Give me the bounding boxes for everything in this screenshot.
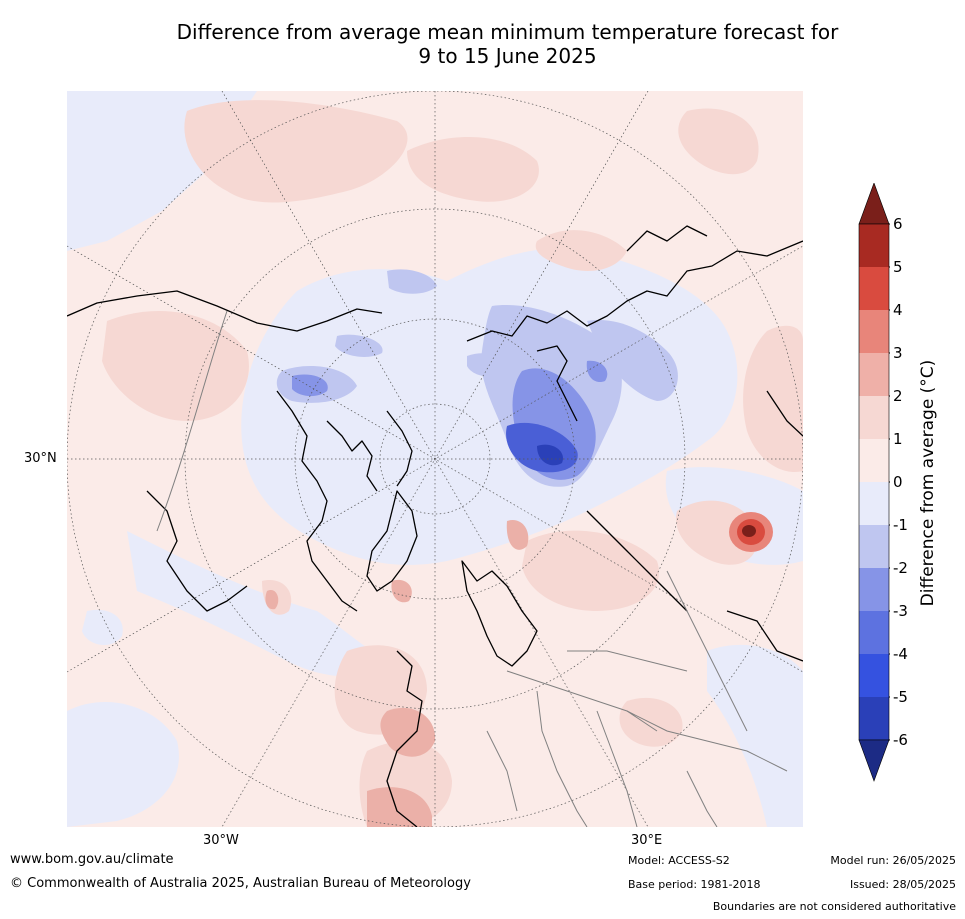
- boundaries-disclaimer: Boundaries are not considered authoritat…: [712, 900, 956, 913]
- title-line-2: 9 to 15 June 2025: [418, 44, 597, 68]
- colorbar-bin: [859, 482, 889, 525]
- colorbar-tick-label: 0: [893, 473, 903, 491]
- lon-label-30e: 30°E: [631, 833, 663, 848]
- coldest-anomaly-areas: [506, 422, 578, 473]
- map-svg: [67, 91, 803, 827]
- colorbar-bin: [859, 353, 889, 396]
- lat-label-30n: 30°N: [24, 451, 57, 466]
- colorbar-tick-label: 1: [893, 430, 903, 448]
- colorbar-tick-label: 3: [893, 344, 903, 362]
- colorbar-tick-label: 4: [893, 301, 903, 319]
- colorbar-tick-label: -6: [893, 731, 908, 749]
- model-name: Model: ACCESS-S2: [628, 854, 730, 867]
- colorbar-bin: [859, 697, 889, 740]
- model-run-date: Model run: 26/05/2025: [830, 854, 956, 867]
- colorbar-tick-label: 5: [893, 258, 903, 276]
- colorbar-tick-label: -3: [893, 602, 908, 620]
- coastlines: [67, 225, 803, 827]
- chart-title: Difference from average mean minimum tem…: [0, 20, 965, 68]
- title-line-1: Difference from average mean minimum tem…: [176, 20, 839, 44]
- colorbar-tick-label: -1: [893, 516, 908, 534]
- lon-label-30w: 30°W: [203, 833, 239, 848]
- colorbar-tick-label: 6: [893, 215, 903, 233]
- colorbar-bin: [859, 267, 889, 310]
- colorbar-svg: [858, 182, 890, 782]
- colorbar-bin: [859, 525, 889, 568]
- colorbar-bin: [859, 611, 889, 654]
- graticule: [67, 91, 803, 827]
- colorbar-tick-label: -2: [893, 559, 908, 577]
- colorbar-bin: [859, 439, 889, 482]
- borders: [156, 310, 788, 827]
- warm-anomaly-areas: [265, 520, 529, 827]
- base-period: Base period: 1981-2018: [628, 878, 761, 891]
- hot-anomaly-spot: [729, 512, 773, 552]
- copyright-text: © Commonwealth of Australia 2025, Austra…: [10, 876, 471, 891]
- colorbar-arrow-bottom: [858, 739, 890, 782]
- colorbar-tick-label: -5: [893, 688, 908, 706]
- website-link[interactable]: www.bom.gov.au/climate: [10, 852, 174, 867]
- colorbar-bin: [859, 396, 889, 439]
- colorbar-bin: [859, 568, 889, 611]
- colorbar: [858, 182, 890, 787]
- colorbar-arrow-top: [858, 182, 890, 225]
- colorbar-label: Difference from average (°C): [918, 359, 938, 607]
- slight-warm-anomaly-areas: [102, 100, 803, 827]
- colorbar-bin: [859, 654, 889, 697]
- colorbar-tick-label: 2: [893, 387, 903, 405]
- forecast-map: [67, 91, 803, 827]
- colorbar-tick-label: -4: [893, 645, 908, 663]
- issued-date: Issued: 28/05/2025: [849, 878, 956, 891]
- colorbar-bin: [859, 310, 889, 353]
- colorbar-bin: [859, 224, 889, 267]
